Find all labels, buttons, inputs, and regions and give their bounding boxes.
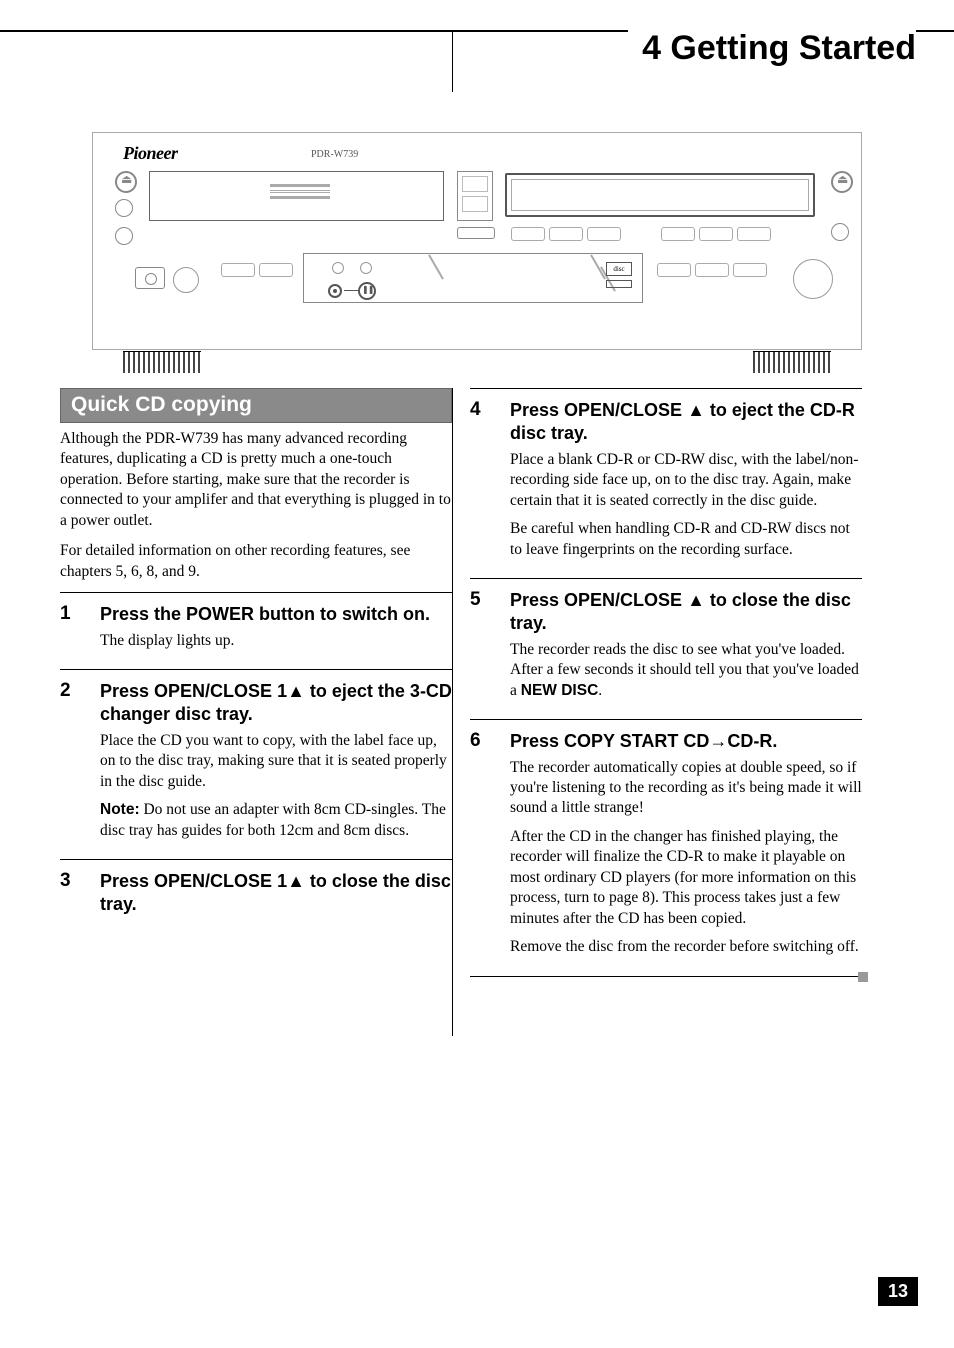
step-text: The recorder automatically copies at dou…	[510, 758, 862, 819]
right-column: 4 Press OPEN/CLOSE ▲ to eject the CD-R d…	[470, 388, 862, 977]
jog-dial-icon	[793, 259, 833, 299]
step-text: Place the CD you want to copy, with the …	[100, 731, 452, 792]
step-title: Press OPEN/CLOSE ▲ to close the disc tra…	[510, 589, 862, 636]
button-group-icon	[221, 263, 293, 277]
eject-left-icon	[115, 171, 137, 193]
step-number: 5	[470, 589, 510, 709]
step-text: Remove the disc from the recorder before…	[510, 937, 862, 957]
eject-right-icon	[831, 171, 853, 193]
foot-icon	[753, 351, 831, 373]
phones-icon	[173, 267, 199, 293]
step-text: Be careful when handling CD-R and CD-RW …	[510, 519, 862, 560]
intro-paragraph: Although the PDR-W739 has many advanced …	[60, 429, 452, 531]
page-number: 13	[878, 1277, 918, 1306]
step-2: 2 Press OPEN/CLOSE 1▲ to eject the 3-CD …	[60, 669, 452, 849]
button-icon	[831, 223, 849, 241]
button-group-icon	[661, 227, 771, 241]
step-number: 2	[60, 680, 100, 849]
step-number: 4	[470, 399, 510, 568]
eject-icon: ▲	[687, 400, 705, 420]
model-label: PDR-W739	[311, 149, 358, 160]
jack-icon	[135, 267, 165, 289]
arrow-icon: →	[709, 731, 727, 751]
step-1: 1 Press the POWER button to switch on. T…	[60, 592, 452, 659]
step-5: 5 Press OPEN/CLOSE ▲ to close the disc t…	[470, 578, 862, 709]
changer-tray-icon	[149, 171, 444, 221]
step-title: Press COPY START CD→CD-R.	[510, 730, 862, 753]
foot-icon	[123, 351, 201, 373]
slot-icon	[457, 171, 493, 221]
chapter-title: 4 Getting Started	[628, 29, 916, 68]
intro-paragraph: For detailed information on other record…	[60, 541, 452, 582]
step-text: Place a blank CD-R or CD-RW disc, with t…	[510, 450, 862, 511]
page-header: 4 Getting Started	[0, 30, 954, 82]
display-icon	[505, 173, 815, 217]
eject-icon: ▲	[687, 590, 705, 610]
step-note: Note: Do not use an adapter with 8cm CD-…	[100, 800, 452, 841]
step-3: 3 Press OPEN/CLOSE 1▲ to close the disc …	[60, 859, 452, 921]
button-icon	[115, 199, 133, 217]
step-6: 6 Press COPY START CD→CD-R. The recorder…	[470, 719, 862, 965]
eject-icon: ▲	[287, 681, 305, 701]
button-group-icon	[657, 263, 767, 277]
header-divider	[452, 32, 453, 92]
button-icon	[115, 227, 133, 245]
step-text: The display lights up.	[100, 631, 452, 651]
step-number: 6	[470, 730, 510, 965]
recorder-panel-icon: disc	[303, 253, 643, 303]
step-title: Press the POWER button to switch on.	[100, 603, 452, 626]
step-4: 4 Press OPEN/CLOSE ▲ to eject the CD-R d…	[470, 388, 862, 568]
disc-logo-icon: disc	[606, 262, 632, 276]
left-column: Quick CD copying Although the PDR-W739 h…	[60, 388, 452, 921]
eject-icon: ▲	[287, 871, 305, 891]
step-title: Press OPEN/CLOSE 1▲ to close the disc tr…	[100, 870, 452, 917]
step-number: 3	[60, 870, 100, 921]
section-heading: Quick CD copying	[60, 388, 452, 423]
device-illustration: Pioneer PDR-W739 disc	[92, 132, 862, 350]
slot-button-icon	[457, 227, 495, 239]
step-title: Press OPEN/CLOSE ▲ to eject the CD-R dis…	[510, 399, 862, 446]
step-text: After the CD in the changer has finished…	[510, 827, 862, 929]
step-title: Press OPEN/CLOSE 1▲ to eject the 3-CD ch…	[100, 680, 452, 727]
step-number: 1	[60, 603, 100, 659]
button-group-icon	[511, 227, 621, 241]
step-text: The recorder reads the disc to see what …	[510, 640, 862, 701]
brand-label: Pioneer	[123, 143, 178, 164]
section-end-rule	[470, 976, 862, 977]
column-divider	[452, 388, 453, 1036]
